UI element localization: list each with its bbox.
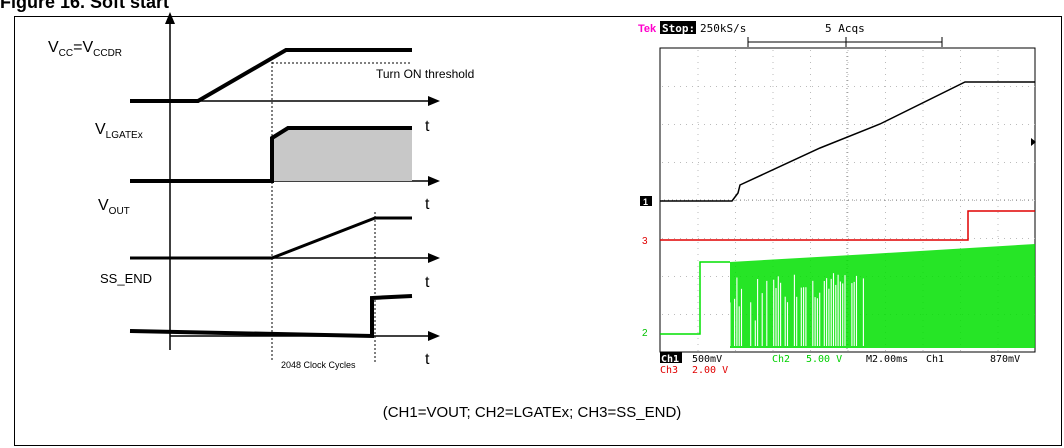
figure-title: Figure 16. Soft start (0, 0, 170, 12)
scope-rate: 250kS/s (700, 22, 746, 35)
scope-acqs: 5 Acqs (825, 22, 865, 35)
t-label-4: t (425, 351, 430, 368)
threshold-label: Turn ON threshold (376, 67, 474, 81)
lgate-label: VLGATEx (95, 121, 143, 141)
scope-brand: Tek (638, 23, 657, 35)
ch2-marker: 2 (642, 328, 648, 339)
figure-caption: (CH1=VOUT; CH2=LGATEx; CH3=SS_END) (382, 404, 682, 421)
ch1-name-badge (660, 352, 682, 363)
scope-stop-text: Stop: (662, 22, 695, 35)
ch1-name: Ch1 (661, 354, 679, 365)
ch1-marker-badge (640, 196, 652, 206)
scope-timebase: M2.00ms (866, 354, 908, 365)
ch3-marker: 3 (642, 236, 648, 247)
vcc-waveform (130, 48, 412, 103)
scope-record-bar (747, 37, 943, 47)
t-label-1: t (425, 118, 430, 135)
trigger-source: Ch1 (926, 354, 944, 365)
ss-end-label: SS_END (100, 271, 152, 286)
timing-axis-arrows (428, 96, 440, 341)
trigger-marker-icon (1031, 138, 1036, 146)
vout-waveform (130, 216, 412, 260)
figure-frame (14, 16, 1062, 446)
ch2-scale: 5.00 V (806, 354, 842, 365)
scope-stop-badge (660, 21, 696, 34)
ch2-name: Ch2 (772, 354, 790, 365)
ch3-name: Ch3 (660, 365, 678, 374)
ch1-scale: 500mV (692, 354, 722, 365)
vout-label: VOUT (98, 197, 130, 217)
lgate-fill (272, 128, 412, 181)
t-labels: t t t t (425, 118, 430, 368)
ss-end-waveform (129, 294, 413, 339)
oscilloscope-screenshot: Tek Stop: 250kS/s 5 Acqs 1 3 2 Ch1 500mV… (638, 21, 1036, 374)
ch3-trace (660, 210, 1035, 241)
vcc-label: VCC=VCCDR (48, 39, 122, 59)
t-label-3: t (425, 274, 430, 291)
clock-cycles-label: 2048 Clock Cycles (281, 360, 356, 370)
trigger-level: 870mV (990, 354, 1020, 365)
ch1-trace (660, 81, 1035, 202)
ch1-marker: 1 (643, 197, 648, 207)
timing-y-arrow (165, 12, 175, 24)
ch3-scale: 2.00 V (692, 365, 728, 374)
t-label-2: t (425, 196, 430, 213)
timing-diagram: VCC=VCCDR Turn ON threshold VLGATEx VOUT… (48, 12, 474, 370)
ch2-trace (660, 244, 1035, 348)
